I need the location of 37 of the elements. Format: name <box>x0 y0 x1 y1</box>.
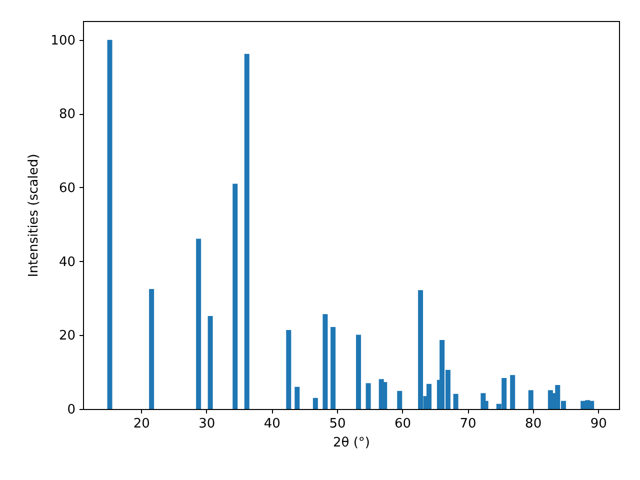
x-tick-label: 30 <box>198 416 216 432</box>
bar <box>589 400 594 409</box>
bar <box>322 314 328 409</box>
bar <box>426 384 432 409</box>
bar <box>382 382 388 409</box>
x-tick-label: 60 <box>394 416 412 432</box>
bar <box>366 383 371 409</box>
bar <box>312 398 318 409</box>
bar <box>107 40 112 409</box>
bar <box>397 390 402 409</box>
bar <box>208 316 213 409</box>
bar <box>196 238 202 409</box>
x-tick-label: 20 <box>133 416 150 432</box>
y-tick-label: 40 <box>58 254 76 270</box>
bar <box>286 330 292 409</box>
y-tick-label: 100 <box>50 33 76 48</box>
x-tick-label: 50 <box>329 416 346 432</box>
x-tick-label: 90 <box>590 416 607 432</box>
bar <box>453 394 458 409</box>
bar <box>244 54 250 409</box>
x-tick-label: 70 <box>460 416 476 432</box>
y-tick-label: 20 <box>58 328 76 344</box>
bar <box>356 334 362 409</box>
bar <box>149 289 154 409</box>
bar <box>330 327 336 409</box>
bar <box>232 184 238 409</box>
y-tick-label: 0 <box>67 402 76 418</box>
x-axis-title: 2θ (°) <box>332 436 370 450</box>
y-tick-label: 60 <box>58 180 76 196</box>
bar <box>528 390 534 409</box>
x-tick-label: 40 <box>264 416 280 432</box>
y-axis-title: Intensities (scaled) <box>26 154 42 278</box>
y-tick-label: 80 <box>58 107 76 122</box>
bar <box>418 290 424 409</box>
bar <box>510 375 516 409</box>
x-tick-label: 80 <box>525 416 542 432</box>
bar <box>294 386 300 409</box>
